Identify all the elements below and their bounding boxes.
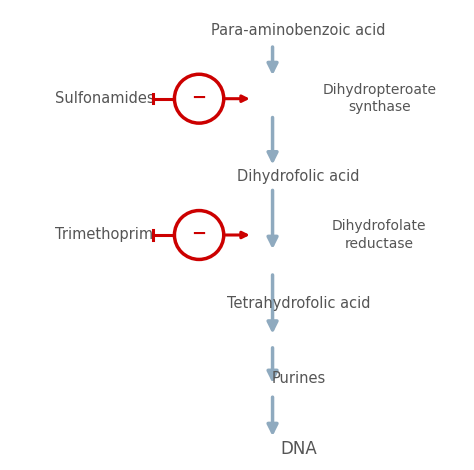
Text: Tetrahydrofolic acid: Tetrahydrofolic acid [227, 296, 370, 311]
Text: Trimethoprim: Trimethoprim [55, 227, 153, 243]
Text: Purines: Purines [272, 371, 326, 386]
Text: Para-aminobenzoic acid: Para-aminobenzoic acid [211, 23, 386, 38]
Text: Dihydrofolate
reductase: Dihydrofolate reductase [332, 219, 427, 251]
Text: DNA: DNA [280, 440, 317, 458]
Text: −: − [191, 89, 207, 107]
Text: −: − [191, 225, 207, 243]
Text: Sulfonamides: Sulfonamides [55, 91, 154, 106]
Text: Dihydropteroate
synthase: Dihydropteroate synthase [322, 83, 436, 114]
Text: Dihydrofolic acid: Dihydrofolic acid [237, 169, 360, 184]
